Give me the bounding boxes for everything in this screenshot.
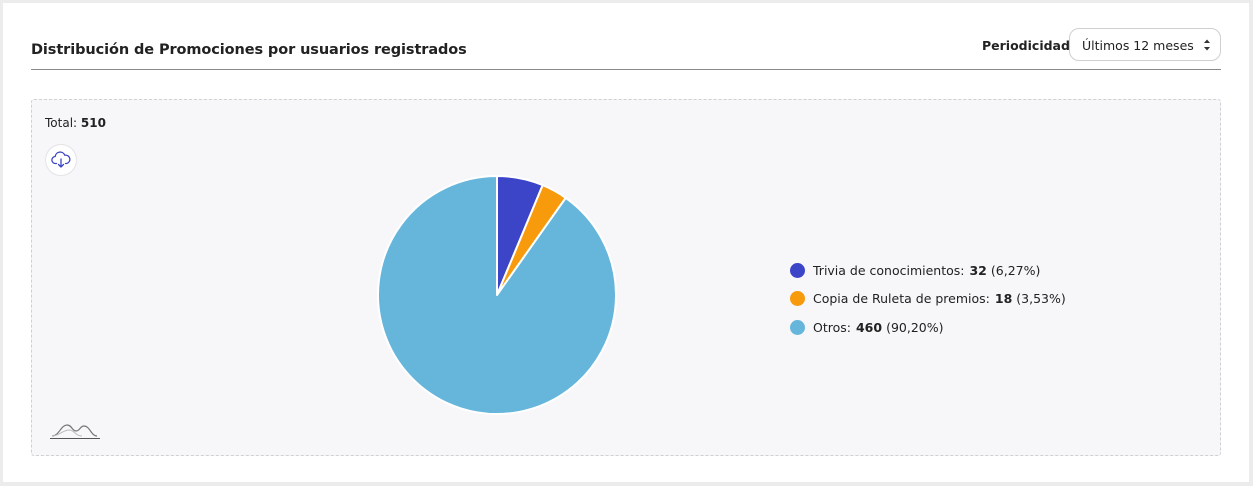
title-divider <box>31 69 1221 70</box>
legend-label: Trivia de conocimientos: <box>813 262 965 278</box>
chart-card: Distribución de Promociones por usuarios… <box>3 3 1249 482</box>
legend-value: 18 <box>994 291 1013 307</box>
total-value: 510 <box>80 116 106 130</box>
legend-value: 32 <box>969 262 987 278</box>
legend-item[interactable]: Otros: 460 (90,20%) <box>790 313 1066 342</box>
legend-value: 460 <box>855 319 883 335</box>
total-label: Total: <box>45 116 78 130</box>
chart-title: Distribución de Promociones por usuarios… <box>31 42 467 58</box>
legend-percent: (6,27%) <box>990 262 1041 278</box>
legend-swatch <box>790 319 805 335</box>
legend-swatch <box>790 291 805 307</box>
legend-swatch <box>790 262 805 278</box>
sort-arrows-icon <box>1204 39 1210 51</box>
wave-chart-icon <box>50 424 100 439</box>
legend-percent: (90,20%) <box>886 319 944 335</box>
period-select[interactable]: Últimos 12 meses <box>1069 28 1221 61</box>
period-select-value: Últimos 12 meses <box>1082 38 1194 53</box>
period-label: Periodicidad: <box>982 38 1075 53</box>
pie-chart <box>377 175 617 415</box>
total-summary: Total: 510 <box>45 116 106 130</box>
cloud-download-icon <box>51 151 71 168</box>
legend-label: Otros: <box>813 319 851 335</box>
legend-label: Copia de Ruleta de premios: <box>813 291 990 307</box>
legend-item[interactable]: Trivia de conocimientos: 32 (6,27%) <box>790 256 1066 285</box>
download-button[interactable] <box>45 144 77 176</box>
chart-legend: Trivia de conocimientos: 32 (6,27%) Copia d… <box>790 256 1066 342</box>
legend-item[interactable]: Copia de Ruleta de premios: 18 (3,53%) <box>790 285 1066 314</box>
chart-panel: Total: 510 Trivia de conocimientos: 32 (6,… <box>31 99 1221 456</box>
legend-percent: (3,53%) <box>1016 291 1066 307</box>
pie-slice-2[interactable] <box>377 175 617 415</box>
